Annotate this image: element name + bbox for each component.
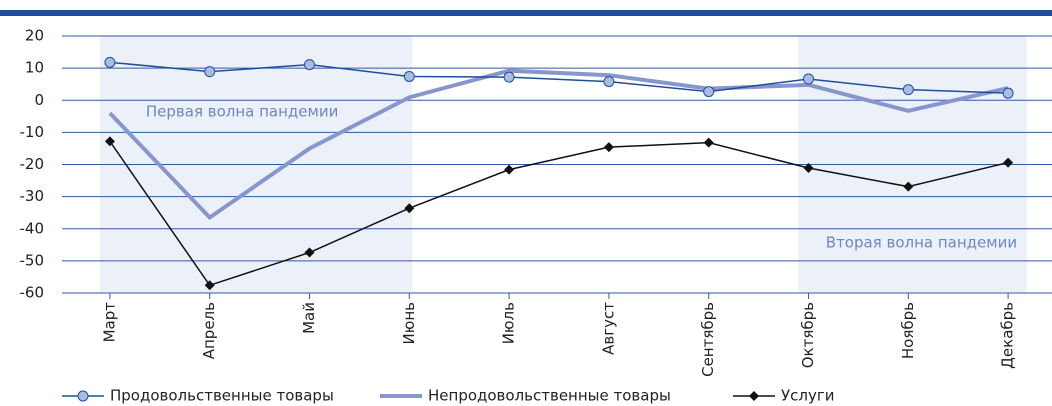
data-point	[1002, 87, 1014, 99]
data-point	[703, 86, 715, 98]
data-point	[703, 137, 714, 148]
data-point	[504, 164, 515, 175]
x-tick-label: Ноябрь	[899, 302, 917, 359]
legend-label: Непродовольственные товары	[428, 387, 671, 405]
y-tick-label: -10	[20, 123, 45, 141]
x-tick-label: Август	[599, 302, 617, 355]
data-point	[1003, 157, 1014, 168]
y-tick-label: 0	[34, 91, 44, 109]
data-point	[603, 142, 614, 153]
data-point	[204, 280, 215, 291]
y-tick-label: -50	[20, 251, 45, 269]
annotation: Первая волна пандемии	[146, 103, 338, 121]
data-point	[803, 73, 814, 85]
top-bar	[0, 10, 1052, 16]
y-tick-label: -60	[20, 284, 45, 302]
legend-marker	[77, 390, 89, 402]
data-point	[902, 84, 914, 96]
x-tick-label: Сентябрь	[699, 302, 717, 377]
y-tick-label: 10	[25, 59, 44, 77]
y-tick-label: -30	[20, 187, 45, 205]
data-point	[304, 59, 315, 71]
data-point	[503, 71, 515, 83]
x-tick-label: Март	[100, 302, 118, 343]
x-tick-label: Апрель	[200, 302, 218, 359]
x-tick-label: Июль	[500, 302, 518, 344]
data-point	[304, 247, 315, 258]
y-tick-label: -20	[20, 155, 45, 173]
y-tick-label: -40	[20, 219, 45, 237]
data-point	[403, 70, 415, 82]
data-point	[903, 181, 914, 192]
legend-label: Услуги	[781, 387, 834, 405]
legend-label: Продовольственные товары	[110, 387, 334, 405]
y-tick-label: 20	[25, 27, 44, 45]
data-point	[104, 136, 115, 147]
series-line	[109, 61, 1009, 94]
data-point	[404, 203, 415, 214]
data-point	[204, 66, 216, 78]
data-point	[603, 76, 615, 88]
x-tick-label: Июнь	[400, 302, 418, 345]
legend-marker	[749, 391, 759, 401]
x-tick-label: Декабрь	[999, 302, 1017, 369]
series-line	[108, 68, 1009, 221]
x-tick-label: Май	[300, 302, 318, 334]
data-point	[803, 163, 814, 174]
data-point	[104, 56, 116, 68]
annotation: Вторая волна пандемии	[826, 234, 1017, 252]
series-line	[109, 140, 1009, 287]
x-tick-label: Октябрь	[799, 302, 817, 368]
